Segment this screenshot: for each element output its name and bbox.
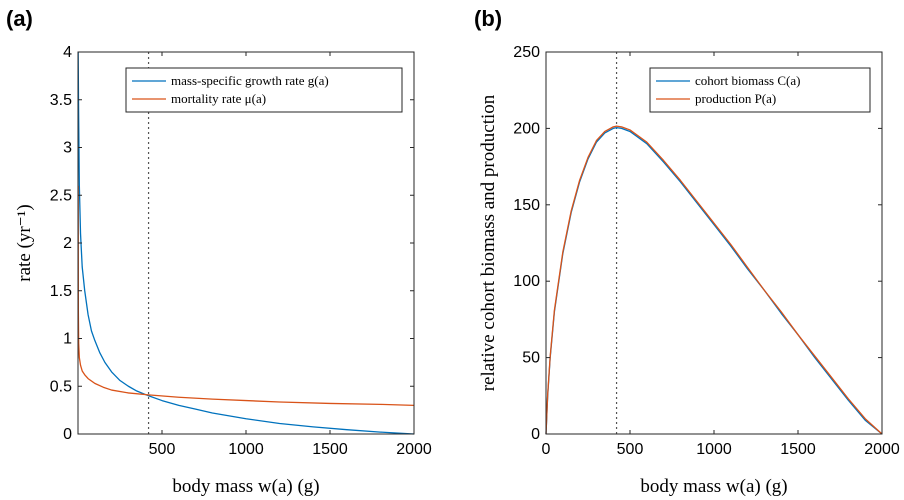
x-tick-label: 0 [542, 441, 551, 458]
y-tick-label: 0 [531, 426, 540, 443]
panel-b-plot: 0 500 1000 1500 2000 0 50 100 150 200 250 body mass… [478, 44, 900, 497]
panel-b-label: (b) [474, 6, 502, 31]
panel-a-label: (a) [6, 6, 33, 31]
panel-a-plot: 500 1000 1500 2000 0 0.5 1 1.5 2 2.5 3 3.5 4 body mas… [14, 44, 432, 497]
y-tick-label: 50 [522, 350, 540, 367]
legend-box [649, 67, 871, 113]
x-tick-label: 1000 [228, 441, 264, 458]
legend-entry-1: cohort biomass C(a) [695, 73, 800, 88]
y-tick-label: 3.5 [50, 92, 72, 109]
x-tick-label: 500 [149, 441, 176, 458]
x-tick-label: 1000 [696, 441, 732, 458]
x-tick-label: 500 [617, 441, 644, 458]
y-tick-label: 250 [513, 44, 540, 61]
y-tick-label: 200 [513, 120, 540, 137]
x-tick-label: 2000 [864, 441, 900, 458]
y-tick-label: 0 [63, 426, 72, 443]
x-tick-label: 2000 [396, 441, 432, 458]
legend-entry-2: mortality rate μ(a) [171, 91, 266, 106]
y-tick-label: 0.5 [50, 378, 72, 395]
x-tick-label: 1500 [312, 441, 348, 458]
y-tick-label: 4 [63, 44, 72, 61]
x-tick-label: 1500 [780, 441, 816, 458]
y-tick-label: 1.5 [50, 283, 72, 300]
series-line-2 [77, 185, 415, 406]
y-tick-label: 2 [63, 235, 72, 252]
legend-entry-2: production P(a) [695, 91, 776, 106]
series-line-2 [545, 125, 883, 435]
series-line-1 [545, 126, 883, 435]
legend-entry-1: mass-specific growth rate g(a) [171, 73, 329, 88]
legend-box [125, 67, 403, 113]
y-tick-label: 100 [513, 273, 540, 290]
y-tick-label: 2.5 [50, 187, 72, 204]
y-axis-label: rate (yr⁻¹) [14, 204, 35, 281]
y-tick-label: 3 [63, 140, 72, 157]
x-axis-label: body mass w(a) (g) [172, 476, 319, 497]
y-tick-label: 1 [63, 331, 72, 348]
y-tick-label: 150 [513, 197, 540, 214]
x-axis-label: body mass w(a) (g) [640, 476, 787, 497]
series-line-1 [77, 51, 415, 435]
y-axis-label: relative cohort biomass and production [478, 94, 499, 391]
